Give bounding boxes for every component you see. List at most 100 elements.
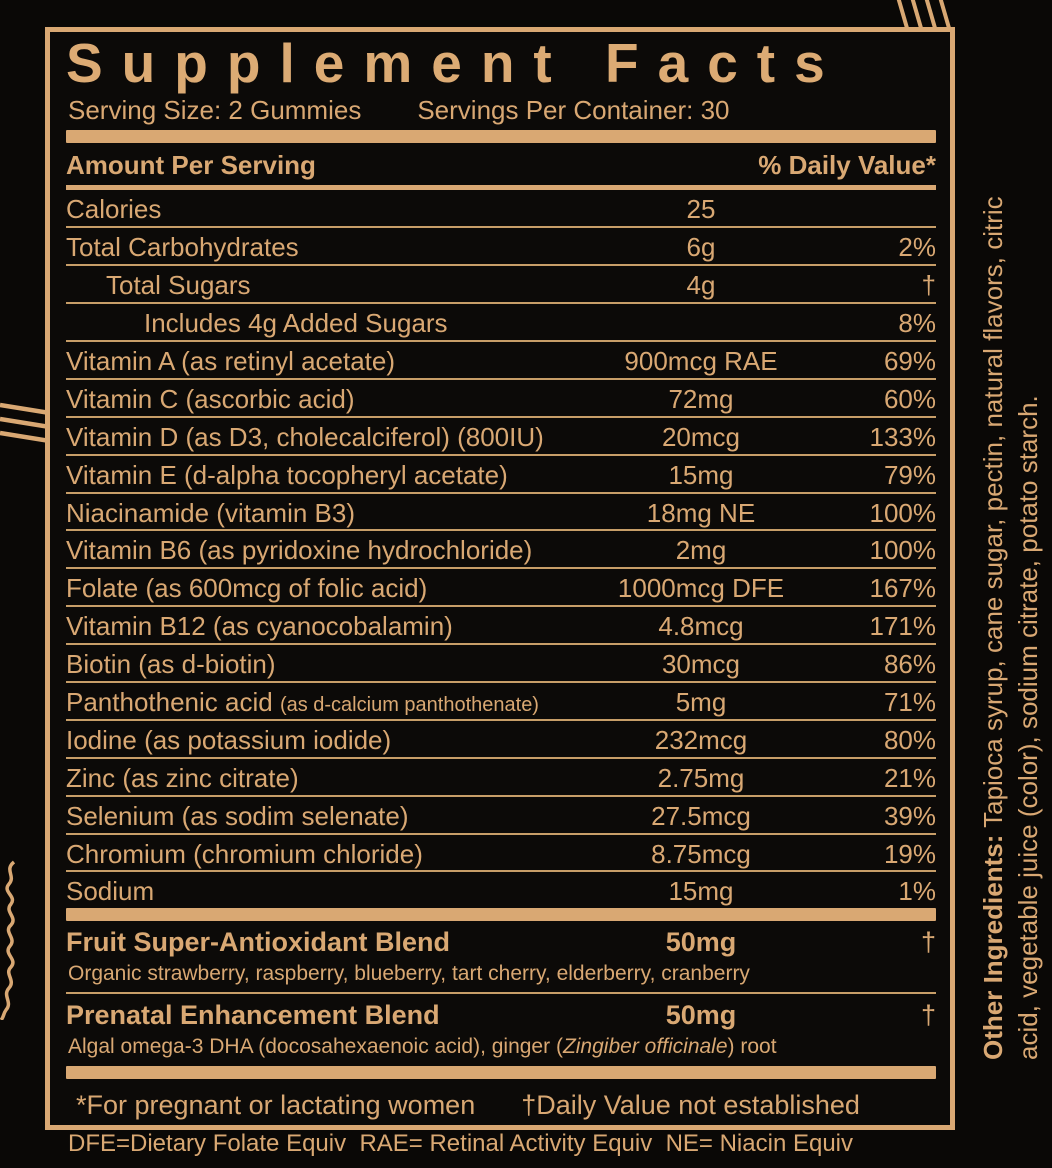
blend-name: Fruit Super-Antioxidant Blend bbox=[66, 927, 450, 958]
nutrient-row-total-carbohydrates: Total Carbohydrates 6g 2% bbox=[66, 228, 936, 267]
footnote-symbols: *For pregnant or lactating women †Daily … bbox=[66, 1079, 936, 1125]
nutrient-amount: 5mg bbox=[675, 686, 727, 717]
nutrient-row-added-sugars: Includes 4g Added Sugars 8% bbox=[66, 304, 936, 342]
nutrient-dv: 8% bbox=[898, 308, 936, 339]
footnote-abbreviations: DFE=Dietary Folate Equiv RAE= Retinal Ac… bbox=[68, 1129, 853, 1157]
nutrient-dv: 19% bbox=[883, 838, 936, 869]
nutrient-amount: 2mg bbox=[675, 535, 727, 566]
nutrient-dv: 171% bbox=[869, 611, 937, 642]
nutrient-name: Chromium (chromium chloride) bbox=[66, 839, 423, 869]
nutrient-dv: † bbox=[921, 270, 936, 301]
nutrient-dv: 21% bbox=[883, 762, 936, 793]
nutrient-dv: 69% bbox=[883, 345, 936, 376]
nutrient-row-vitamin-e: Vitamin E (d-alpha tocopheryl acetate) 1… bbox=[66, 456, 936, 494]
nutrient-dv: 1% bbox=[898, 876, 936, 907]
nutrient-row-total-sugars: Total Sugars 4g † bbox=[66, 266, 936, 305]
other-ingredients-line1: Other Ingredients: Tapioca syrup, cane s… bbox=[977, 196, 1008, 1060]
nutrient-name: Vitamin E (d-alpha tocopheryl acetate) bbox=[66, 460, 508, 490]
nutrient-amount: 72mg bbox=[668, 383, 734, 414]
divider-bar-footnotes bbox=[66, 1065, 936, 1079]
nutrient-dv: 86% bbox=[883, 649, 936, 680]
nutrient-row-iodine: Iodine (as potassium iodide) 232mcg 80% bbox=[66, 721, 936, 759]
nutrient-amount: 4g bbox=[686, 270, 716, 301]
nutrient-dv: 167% bbox=[869, 573, 937, 604]
nutrient-amount: 20mcg bbox=[661, 421, 741, 452]
nutrient-dv: 39% bbox=[883, 800, 936, 831]
blend-row-prenatal: Prenatal Enhancement Blend 50mg † bbox=[66, 994, 936, 1031]
amount-per-serving-label: Amount Per Serving bbox=[66, 150, 316, 181]
nutrient-row-folate: Folate (as 600mcg of folic acid) 1000mcg… bbox=[66, 569, 937, 608]
nutrient-row-sodium: Sodium 15mg 1% bbox=[66, 872, 936, 908]
blend-row-fruit-antioxidant: Fruit Super-Antioxidant Blend 50mg † bbox=[66, 921, 936, 958]
nutrient-row-vitamin-b6: Vitamin B6 (as pyridoxine hydrochloride)… bbox=[66, 531, 937, 570]
nutrient-dv: 71% bbox=[883, 686, 936, 717]
daily-value-label: % Daily Value* bbox=[758, 150, 936, 181]
nutrient-row-vitamin-b12: Vitamin B12 (as cyanocobalamin) 4.8mcg 1… bbox=[66, 607, 937, 646]
nutrient-amount: 4.8mcg bbox=[658, 611, 744, 642]
table-header: Amount Per Serving % Daily Value* bbox=[66, 143, 936, 191]
nutrient-amount: 232mcg bbox=[654, 724, 748, 755]
mane-squiggle-decoration bbox=[0, 860, 26, 1020]
nutrient-name: Selenium (as sodim selenate) bbox=[66, 801, 409, 831]
nutrient-row-chromium: Chromium (chromium chloride) 8.75mcg 19% bbox=[66, 835, 936, 873]
nutrient-name: Panthothenic acid (as d-calcium panthoth… bbox=[66, 687, 539, 717]
nutrient-dv: 100% bbox=[869, 497, 937, 528]
blend-amount: 50mg bbox=[665, 999, 737, 1030]
blend-dv: † bbox=[920, 927, 936, 958]
nutrient-name: Vitamin B12 (as cyanocobalamin) bbox=[66, 612, 453, 642]
nutrient-name: Calories bbox=[66, 195, 162, 225]
other-ingredients-line2: acid, vegetable juice (color), sodium ci… bbox=[1013, 395, 1043, 1060]
nutrient-amount: 6g bbox=[686, 232, 716, 263]
nutrient-amount: 900mcg RAE bbox=[624, 345, 778, 376]
nutrient-dv: 100% bbox=[869, 535, 937, 566]
top-right-hatch-decoration bbox=[888, 0, 956, 28]
nutrient-name: Zinc (as zinc citrate) bbox=[66, 763, 299, 793]
nutrient-amount: 2.75mg bbox=[657, 762, 745, 793]
divider-bar-blends bbox=[66, 908, 936, 922]
nutrient-dv: 60% bbox=[883, 383, 936, 414]
footnote-pregnant: *For pregnant or lactating women bbox=[76, 1089, 476, 1120]
nutrient-row-vitamin-a: Vitamin A (as retinyl acetate) 900mcg RA… bbox=[66, 342, 936, 380]
blend-dv: † bbox=[920, 999, 936, 1030]
serving-size: Serving Size: 2 Gummies bbox=[68, 95, 362, 126]
nutrient-row-niacinamide: Niacinamide (vitamin B3) 18mg NE 100% bbox=[66, 494, 936, 532]
nutrient-name: Iodine (as potassium iodide) bbox=[66, 725, 392, 755]
other-ingredients-label: Other Ingredients: bbox=[977, 834, 1008, 1060]
nutrient-row-vitamin-c: Vitamin C (ascorbic acid) 72mg 60% bbox=[66, 380, 936, 418]
blend-ingredients-fruit: Organic strawberry, raspberry, blueberry… bbox=[66, 958, 936, 994]
nutrient-amount: 25 bbox=[686, 194, 716, 225]
blend-name: Prenatal Enhancement Blend bbox=[66, 999, 440, 1030]
nutrient-name: Includes 4g Added Sugars bbox=[144, 309, 448, 339]
blend-ingredients-prenatal: Algal omega-3 DHA (docosahexaenoic acid)… bbox=[68, 1034, 777, 1058]
nutrient-amount: 30mcg bbox=[661, 649, 741, 680]
nutrient-name: Vitamin C (ascorbic acid) bbox=[66, 384, 355, 414]
left-lines-decoration bbox=[0, 398, 50, 446]
nutrient-amount: 18mg NE bbox=[646, 497, 756, 528]
nutrient-name-detail: (as d-calcium panthothenate) bbox=[279, 693, 539, 716]
servings-per-container: Servings Per Container: 30 bbox=[417, 95, 730, 126]
nutrient-name: Vitamin B6 (as pyridoxine hydrochloride) bbox=[66, 536, 533, 566]
nutrient-name: Sodium bbox=[66, 877, 155, 907]
nutrient-name: Total Sugars bbox=[106, 271, 251, 301]
supplement-facts-panel: Supplement Facts Serving Size: 2 Gummies… bbox=[45, 27, 955, 1157]
nutrient-name: Biotin (as d-biotin) bbox=[66, 650, 276, 680]
footnote-daily-value: †Daily Value not established bbox=[521, 1089, 860, 1120]
nutrient-amount: 27.5mcg bbox=[651, 800, 751, 831]
nutrient-dv: 133% bbox=[869, 421, 937, 452]
nutrient-name: Total Carbohydrates bbox=[66, 233, 299, 263]
nutrient-row-vitamin-d: Vitamin D (as D3, cholecalciferol) (800I… bbox=[66, 418, 936, 456]
other-ingredients-sidetext: Other Ingredients: Tapioca syrup, cane s… bbox=[976, 154, 1046, 1060]
nutrient-name: Niacinamide (vitamin B3) bbox=[66, 498, 355, 528]
nutrient-amount: 8.75mcg bbox=[651, 838, 751, 869]
nutrient-row-selenium: Selenium (as sodim selenate) 27.5mcg 39% bbox=[66, 797, 936, 835]
nutrient-name: Vitamin A (as retinyl acetate) bbox=[66, 346, 396, 376]
nutrient-name: Vitamin D (as D3, cholecalciferol) (800I… bbox=[66, 422, 544, 452]
nutrient-row-panthothenic-acid: Panthothenic acid (as d-calcium panthoth… bbox=[66, 683, 936, 721]
nutrient-dv: 2% bbox=[898, 232, 936, 263]
nutrient-name: Folate (as 600mcg of folic acid) bbox=[66, 574, 428, 604]
serving-info: Serving Size: 2 Gummies Servings Per Con… bbox=[68, 95, 936, 126]
nutrient-amount: 1000mcg DFE bbox=[617, 573, 785, 604]
nutrient-dv: 79% bbox=[883, 459, 936, 490]
nutrient-amount: 15mg bbox=[668, 459, 734, 490]
